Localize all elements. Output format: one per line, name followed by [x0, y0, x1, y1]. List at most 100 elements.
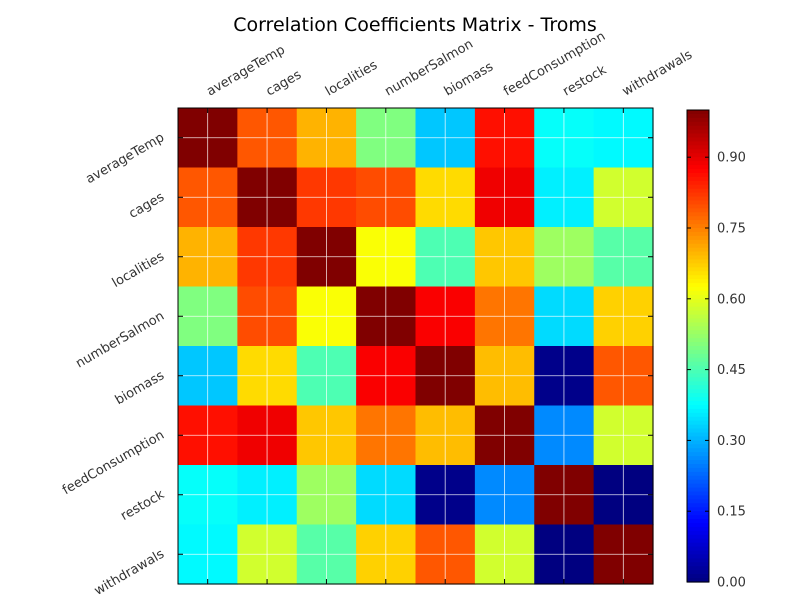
heatmap-grid — [178, 108, 653, 584]
colorbar-segment — [687, 188, 709, 194]
y-tick-label: feedConsumption — [60, 428, 167, 498]
colorbar-segment — [687, 349, 709, 355]
colorbar-segment — [687, 161, 709, 166]
colorbar-segment — [687, 279, 709, 284]
colorbar-segment — [687, 117, 709, 123]
colorbar-segment — [687, 165, 709, 170]
y-tick-label: withdrawals — [92, 547, 167, 599]
colorbar-segment — [687, 542, 709, 548]
colorbar-segment — [687, 471, 709, 477]
colorbar-segment — [687, 208, 709, 213]
y-tick-label: localities — [110, 249, 167, 291]
colorbar-segment — [687, 231, 709, 237]
y-tick-label: restock — [118, 487, 167, 524]
colorbar-segment — [687, 287, 709, 292]
x-tick-label: localities — [323, 58, 380, 100]
colorbar-segment — [687, 499, 709, 504]
y-tick-label: numberSalmon — [73, 309, 167, 372]
colorbar-segment — [687, 440, 709, 445]
colorbar-segment — [687, 377, 709, 382]
colorbar-segment — [687, 330, 709, 335]
colorbar-segment — [687, 212, 709, 217]
colorbar-segment — [687, 133, 709, 139]
colorbar-segment — [687, 275, 709, 280]
colorbar-segment — [687, 137, 709, 143]
colorbar-segment — [687, 172, 709, 178]
colorbar-segment — [687, 204, 709, 209]
colorbar-segment — [687, 338, 709, 343]
colorbar-segment — [687, 566, 709, 571]
colorbar-frame — [686, 109, 710, 583]
colorbar-segment — [687, 408, 709, 414]
colorbar-segment — [687, 397, 709, 402]
colorbar-segment — [687, 487, 709, 493]
colorbar-segment — [687, 483, 709, 489]
colorbar-segment — [687, 157, 709, 162]
colorbar-segment — [687, 436, 709, 441]
colorbar-segment — [687, 302, 709, 308]
y-tick-label: averageTemp — [83, 130, 167, 187]
y-tick-label: biomass — [113, 368, 167, 408]
colorbar-segment — [687, 322, 709, 327]
colorbar-segment — [687, 310, 709, 316]
colorbar-segment — [687, 530, 709, 536]
colorbar-segment — [687, 511, 709, 516]
colorbar-segment — [687, 578, 709, 583]
colorbar-segment — [687, 125, 709, 131]
colorbar-segment — [687, 369, 709, 375]
colorbar-segment — [687, 271, 709, 276]
colorbar-segment — [687, 184, 709, 190]
colorbar-tick-label: 0.90 — [717, 151, 746, 166]
x-tick-label: biomass — [442, 59, 496, 99]
colorbar-segment — [687, 574, 709, 579]
colorbar-segment — [687, 216, 709, 221]
colorbar-tick-label: 0.75 — [717, 222, 746, 237]
colorbar-segment — [687, 385, 709, 390]
colorbar-segment — [687, 255, 709, 261]
colorbar-segment — [687, 381, 709, 386]
colorbar-segment — [687, 503, 709, 508]
colorbar-segment — [687, 243, 709, 249]
colorbar-segment — [687, 538, 709, 544]
colorbar-tick-label: 0.30 — [717, 434, 746, 449]
colorbar-segment — [687, 456, 709, 461]
colorbar-segment — [687, 342, 709, 347]
y-tick-label: cages — [126, 190, 167, 222]
colorbar-segment — [687, 353, 709, 359]
colorbar-segment — [687, 464, 709, 469]
colorbar-segment — [687, 149, 709, 154]
colorbar-segment — [687, 393, 709, 398]
colorbar-segment — [687, 467, 709, 473]
colorbar-tick-label: 0.15 — [717, 505, 746, 520]
colorbar-segment — [687, 550, 709, 556]
colorbar: 0.00 0.15 0.30 0.45 0.60 0.75 0.90 — [686, 109, 746, 591]
colorbar-segment — [687, 200, 709, 205]
colorbar-segment — [687, 365, 709, 371]
colorbar-segment — [687, 448, 709, 453]
colorbar-segment — [687, 515, 709, 520]
colorbar-segment — [687, 294, 709, 300]
colorbar-segment — [687, 306, 709, 312]
colorbar-segment — [687, 180, 709, 186]
colorbar-segment — [687, 318, 709, 323]
x-tick-label: withdrawals — [620, 47, 695, 99]
colorbar-segment — [687, 526, 709, 532]
colorbar-segment — [687, 220, 709, 225]
colorbar-segment — [687, 495, 709, 500]
colorbar-segment — [687, 491, 709, 497]
colorbar-segment — [687, 361, 709, 367]
colorbar-tick-label: 0.60 — [717, 292, 746, 307]
colorbar-segment — [687, 428, 709, 434]
colorbar-segment — [687, 314, 709, 320]
x-tick-label: cages — [264, 67, 305, 99]
colorbar-segment — [687, 153, 709, 158]
colorbar-segment — [687, 196, 709, 202]
colorbar-segment — [687, 460, 709, 465]
colorbar-segment — [687, 298, 709, 304]
colorbar-segment — [687, 346, 709, 351]
colorbar-segment — [687, 192, 709, 198]
colorbar-segment — [687, 519, 709, 524]
